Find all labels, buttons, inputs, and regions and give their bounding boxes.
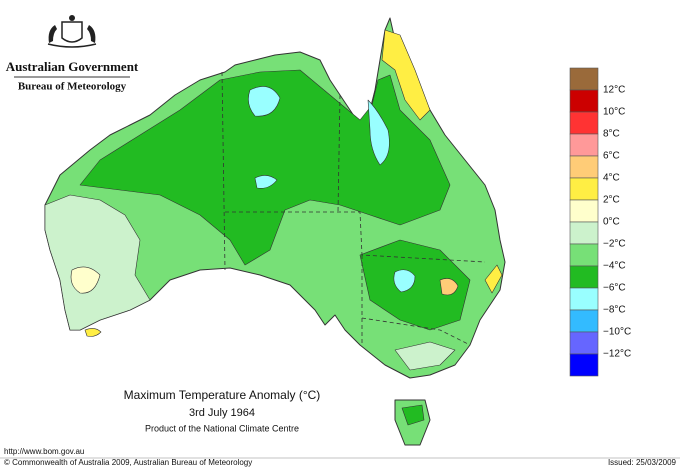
footer-issued: Issued: 25/03/2009 [608,458,677,467]
legend-label: 12°C [603,85,625,96]
state-borders [221,71,486,346]
government-name: Australian Government [6,59,139,74]
map-date: 3rd July 1964 [189,407,255,419]
legend-label: −2°C [603,239,626,250]
footer-copyright: © Commonwealth of Australia 2009, Austra… [4,458,252,467]
legend-swatch [569,155,599,179]
legend-swatch [569,287,599,311]
legend-label: 10°C [603,107,625,118]
legend-swatch [569,221,599,245]
legend-label: 6°C [603,151,620,162]
australia-map [44,17,506,446]
legend-label: −10°C [603,327,631,338]
legend: 12°C 10°C 8°C 6°C 4°C 2°C 0°C −2°C −4°C −6°C −8°C −… [569,67,631,377]
legend-label: 2°C [603,195,620,206]
legend-label: −8°C [603,305,626,316]
bureau-name: Bureau of Meteorology [18,81,127,93]
legend-swatch [569,243,599,267]
footer-url: http://www.bom.gov.au [4,447,84,456]
map-title: Maximum Temperature Anomaly (°C) [124,388,321,402]
legend-swatch [569,111,599,135]
legend-swatch [569,67,599,91]
legend-label: −4°C [603,261,626,272]
legend-swatch [569,309,599,333]
legend-label: 8°C [603,129,620,140]
legend-label: 0°C [603,217,620,228]
coat-of-arms [47,15,97,48]
legend-label: 4°C [603,173,620,184]
legend-swatch [569,177,599,201]
legend-label: −12°C [603,349,631,360]
legend-swatch [569,199,599,223]
map-product: Product of the National Climate Centre [145,423,299,433]
legend-swatch [569,89,599,113]
legend-swatch [569,331,599,355]
legend-swatch [569,265,599,289]
legend-swatch [569,353,599,377]
legend-swatch [569,133,599,157]
legend-label: −6°C [603,283,626,294]
